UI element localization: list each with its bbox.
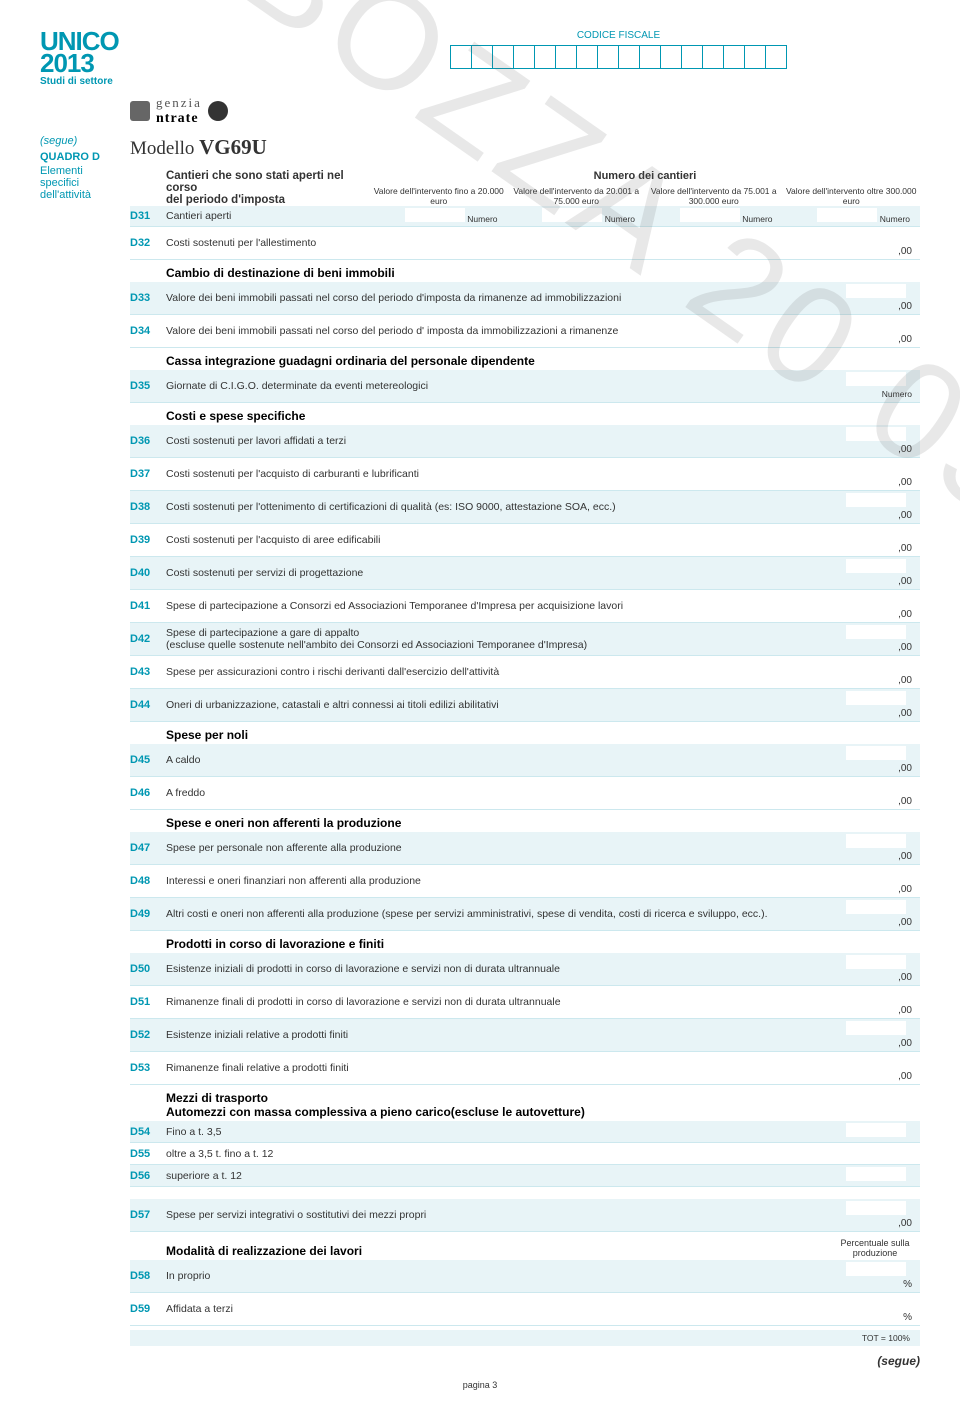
input-d31-4[interactable] [817, 208, 877, 222]
num-lbl: Numero [880, 214, 910, 224]
row-d33: D33 Valore dei beni immobili passati nel… [130, 282, 920, 315]
agenzia-line2: ntrate [156, 111, 202, 127]
section-noli: Spese per noli [130, 728, 920, 742]
code-d31: D31 [130, 210, 166, 222]
modello-label: Modello [130, 138, 194, 159]
sidebar-sub3: dell'attività [40, 189, 124, 201]
input-d56[interactable] [846, 1167, 906, 1181]
input-d41[interactable] [846, 592, 906, 606]
num-lbl: Numero [605, 214, 635, 224]
input-d50[interactable] [846, 955, 906, 969]
input-d51[interactable] [846, 988, 906, 1002]
input-d39[interactable] [846, 526, 906, 540]
input-d31-3[interactable] [680, 208, 740, 222]
input-d59[interactable] [846, 1295, 906, 1309]
desc-d32: Costi sostenuti per l'allestimento [166, 237, 840, 249]
header: UNICO 2013 Studi di settore CODICE FISCA… [40, 30, 920, 87]
code-d32: D32 [130, 237, 166, 249]
sidebar-sub2: specifici [40, 177, 124, 189]
input-d35[interactable] [846, 372, 906, 386]
cf-boxes[interactable] [450, 45, 787, 69]
agenzia-line1: genzia [156, 95, 202, 111]
input-d52[interactable] [846, 1021, 906, 1035]
section-mezzi: Mezzi di trasporto Automezzi con massa c… [130, 1091, 920, 1119]
input-d37[interactable] [846, 460, 906, 474]
input-d33[interactable] [846, 284, 906, 298]
logo-line3: Studi di settore [40, 76, 130, 87]
section-modalita: Modalità di realizzazione dei lavori [130, 1244, 830, 1258]
input-d48[interactable] [846, 867, 906, 881]
emblem-icon [208, 101, 228, 121]
page: BOZZA 20 05 2013 UNICO 2013 Studi di set… [0, 0, 960, 1410]
row-d34: D34 Valore dei beni immobili passati nel… [130, 315, 920, 348]
input-d32[interactable] [846, 229, 906, 243]
input-d31-1[interactable] [405, 208, 465, 222]
codice-fiscale-area: CODICE FISCALE [450, 30, 787, 69]
colheader-2: Valore dell'intervento da 20.001 a 75.00… [508, 186, 646, 206]
section-oneri: Spese e oneri non afferenti la produzion… [130, 816, 920, 830]
percent-header: Percentuale sulla produzione [830, 1238, 920, 1258]
input-d40[interactable] [846, 559, 906, 573]
input-d44[interactable] [846, 691, 906, 705]
input-d45[interactable] [846, 746, 906, 760]
input-d34[interactable] [846, 317, 906, 331]
section-cambio: Cambio di destinazione di beni immobili [130, 266, 920, 280]
agenzia-entrate-logo: genzia ntrate [130, 95, 920, 127]
section-cassa: Cassa integrazione guadagni ordinaria de… [130, 354, 920, 368]
cf-label: CODICE FISCALE [450, 30, 787, 41]
modello-code: VG69U [199, 135, 267, 159]
agenzia-icon [130, 101, 150, 121]
main-content: Modello VG69U Cantieri che sono stati ap… [130, 135, 920, 1368]
input-d47[interactable] [846, 834, 906, 848]
unico-logo: UNICO 2013 Studi di settore [40, 30, 130, 87]
input-d43[interactable] [846, 658, 906, 672]
input-d53[interactable] [846, 1054, 906, 1068]
numero-cantieri-header: Numero dei cantieri [370, 170, 920, 182]
sidebar-sub1: Elementi [40, 165, 124, 177]
section-prodotti: Prodotti in corso di lavorazione e finit… [130, 937, 920, 951]
segue-top: (segue) [40, 135, 124, 147]
section-costi: Costi e spese specifiche [130, 409, 920, 423]
input-d38[interactable] [846, 493, 906, 507]
colheader-4: Valore dell'intervento oltre 300.000 eur… [783, 186, 921, 206]
num-lbl: Numero [467, 214, 497, 224]
input-d55[interactable] [846, 1145, 906, 1159]
quadro-label: QUADRO D [40, 151, 124, 163]
desc-d31: Cantieri aperti [166, 210, 370, 222]
input-d46[interactable] [846, 779, 906, 793]
colheader-3: Valore dell'intervento da 75.001 a 300.0… [645, 186, 783, 206]
sidebar: (segue) QUADRO D Elementi specifici dell… [40, 135, 130, 1368]
row-d31: D31 Cantieri aperti Numero Numero Numero… [130, 206, 920, 227]
colheader-1: Valore dell'intervento fino a 20.000 eur… [370, 186, 508, 206]
input-d58[interactable] [846, 1262, 906, 1276]
cantieri-title-1: Cantieri che sono stati aperti nel corso [166, 170, 370, 194]
input-d54[interactable] [846, 1123, 906, 1137]
row-d32: D32 Costi sostenuti per l'allestimento ,… [130, 227, 920, 260]
row-d35: D35 Giornate di C.I.G.O. determinate da … [130, 370, 920, 403]
modello-title: Modello VG69U [130, 135, 920, 160]
tot-label: TOT = 100% [130, 1330, 920, 1346]
page-number: pagina 3 [40, 1380, 920, 1390]
input-d31-2[interactable] [542, 208, 602, 222]
segue-bottom: (segue) [130, 1354, 920, 1368]
input-d49[interactable] [846, 900, 906, 914]
input-d57[interactable] [846, 1201, 906, 1215]
input-d36[interactable] [846, 427, 906, 441]
num-lbl: Numero [742, 214, 772, 224]
input-d42[interactable] [846, 625, 906, 639]
cantieri-title-2: del periodo d'imposta [166, 194, 370, 206]
